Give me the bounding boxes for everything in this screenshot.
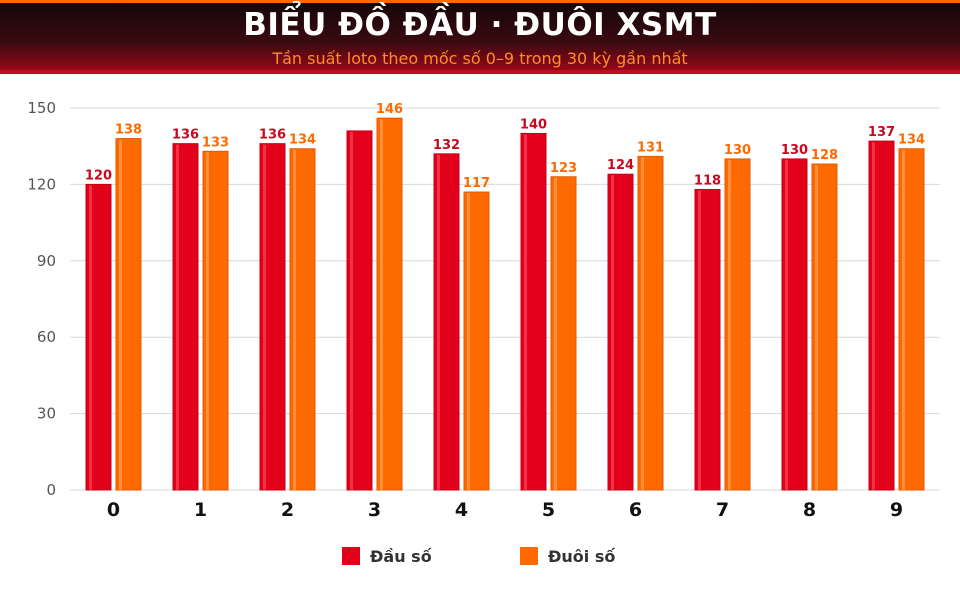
- data-label-dau: 136: [259, 128, 286, 143]
- legend-item-dau: Đầu số: [342, 546, 432, 566]
- bar-highlight: [293, 149, 296, 490]
- bar-highlight: [119, 139, 122, 490]
- y-tick-label: 0: [46, 481, 56, 499]
- bar-highlight: [698, 190, 701, 490]
- legend-item-duoi: Đuôi số: [520, 546, 615, 566]
- bar-highlight: [902, 149, 905, 490]
- bar-highlight: [785, 159, 788, 490]
- x-tick-label: 0: [107, 499, 120, 521]
- x-tick-label: 8: [803, 499, 816, 521]
- data-label-dau: 124: [607, 158, 634, 173]
- data-label-dau: 130: [781, 143, 808, 158]
- bar-highlight: [728, 159, 731, 490]
- bar-highlight: [89, 185, 92, 490]
- y-tick-label: 120: [27, 175, 56, 193]
- data-label-duoi: 117: [463, 176, 490, 191]
- data-label-dau: 118: [694, 173, 721, 188]
- data-label-dau: 137: [868, 125, 895, 140]
- data-label-duoi: 123: [550, 161, 577, 176]
- chart-legend: Đầu số Đuôi số: [0, 546, 960, 568]
- y-tick-label: 60: [37, 328, 56, 346]
- data-label-duoi: 133: [202, 135, 229, 150]
- y-tick-label: 30: [37, 405, 56, 423]
- bar-highlight: [524, 134, 527, 490]
- data-label-dau: 136: [172, 128, 199, 143]
- bar-highlight: [872, 142, 875, 490]
- data-label-dau: 132: [433, 138, 460, 153]
- bar-highlight: [380, 119, 383, 490]
- x-tick-label: 6: [629, 499, 642, 521]
- legend-label-dau: Đầu số: [370, 546, 432, 566]
- legend-swatch-duoi: [520, 547, 538, 565]
- bar-highlight: [554, 177, 557, 490]
- x-tick-label: 4: [455, 499, 468, 521]
- bar-highlight: [467, 193, 470, 490]
- data-label-duoi: 130: [724, 143, 751, 158]
- bar-highlight: [611, 175, 614, 491]
- bar-highlight: [350, 131, 353, 491]
- data-label-dau: 140: [520, 117, 547, 132]
- legend-label-duoi: Đuôi số: [548, 546, 616, 566]
- bar-highlight: [815, 165, 818, 490]
- data-label-duoi: 146: [376, 102, 403, 117]
- bar-highlight: [641, 157, 644, 490]
- data-label-duoi: 138: [115, 123, 142, 138]
- chart-subtitle: Tần suất loto theo mốc số 0–9 trong 30 k…: [272, 49, 688, 68]
- y-tick-label: 150: [27, 99, 56, 117]
- bar-highlight: [437, 154, 440, 490]
- data-label-duoi: 128: [811, 148, 838, 163]
- x-tick-label: 9: [890, 499, 903, 521]
- x-tick-label: 3: [368, 499, 381, 521]
- x-tick-label: 5: [542, 499, 555, 521]
- x-tick-label: 1: [194, 499, 207, 521]
- data-label-duoi: 134: [898, 133, 925, 148]
- y-tick-label: 90: [37, 252, 56, 270]
- data-label-dau: 120: [85, 168, 112, 183]
- bar-highlight: [263, 144, 266, 491]
- legend-swatch-dau: [342, 547, 360, 565]
- x-tick-label: 2: [281, 499, 294, 521]
- bar-highlight: [206, 152, 209, 490]
- data-label-duoi: 131: [637, 140, 664, 155]
- data-label-duoi: 134: [289, 133, 316, 148]
- bar-highlight: [176, 144, 179, 491]
- chart-title: BIỂU ĐỒ ĐẦU · ĐUÔI XSMT: [243, 7, 717, 43]
- chart-header: BIỂU ĐỒ ĐẦU · ĐUÔI XSMT Tần suất loto th…: [0, 0, 960, 74]
- x-tick-label: 7: [716, 499, 729, 521]
